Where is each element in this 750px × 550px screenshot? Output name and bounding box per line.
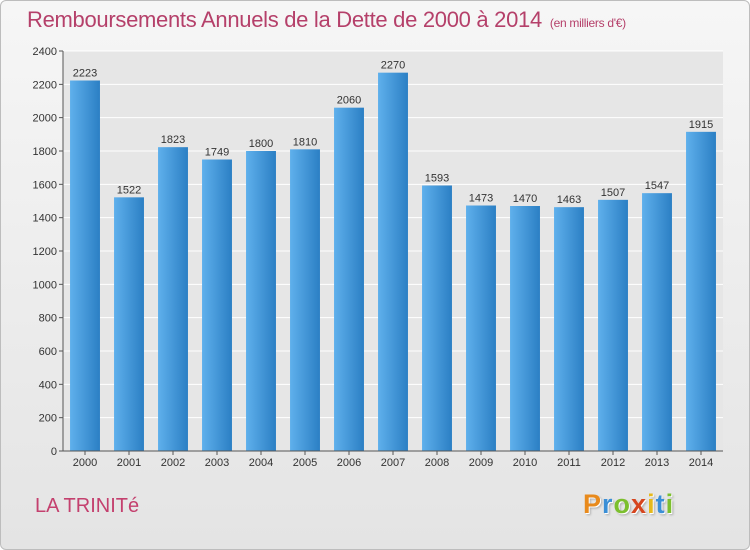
y-tick-label: 1200 [33, 246, 57, 258]
value-label: 1810 [293, 136, 317, 148]
y-tick-label: 1800 [33, 146, 57, 158]
value-label: 1473 [469, 193, 493, 205]
commune-name: LA TRINITé [35, 495, 140, 517]
x-tick-label: 2004 [249, 457, 273, 469]
bar-2011 [554, 207, 584, 451]
y-tick-label: 2200 [33, 79, 57, 91]
x-tick-label: 2007 [381, 457, 405, 469]
x-tick-label: 2002 [161, 457, 185, 469]
bar-2003 [202, 159, 232, 451]
bar-2012 [598, 199, 628, 451]
value-label: 2270 [381, 60, 405, 72]
bar-2004 [246, 151, 276, 451]
y-tick-label: 800 [39, 313, 57, 325]
bar-2014 [686, 131, 716, 452]
value-label: 1749 [205, 147, 229, 159]
x-tick-label: 2011 [557, 457, 581, 469]
y-tick-label: 0 [51, 446, 57, 458]
x-tick-label: 2009 [469, 457, 493, 469]
y-tick-label: 2400 [33, 46, 57, 58]
y-tick-label: 400 [39, 379, 57, 391]
value-label: 1823 [161, 134, 185, 146]
logo-letter: r [602, 489, 614, 519]
bar-2013 [642, 193, 672, 451]
y-tick-label: 1400 [33, 213, 57, 225]
bar-2000 [70, 80, 100, 451]
labels: 0 200 400 600 800 1000 1200 1400 1600 1800 2000 220… [33, 46, 714, 469]
proxiti-logo: Proxiti [583, 489, 674, 520]
value-label: 1470 [513, 193, 537, 205]
logo-letter: o [613, 489, 632, 519]
y-tick-label: 200 [39, 413, 57, 425]
value-label: 1915 [689, 119, 713, 131]
logo-letter: P [583, 489, 603, 519]
value-label: 2060 [337, 95, 361, 107]
x-tick-label: 2010 [513, 457, 537, 469]
x-tick-label: 2006 [337, 457, 361, 469]
value-label: 1547 [645, 180, 669, 192]
x-tick-label: 2008 [425, 457, 449, 469]
value-label: 1593 [425, 173, 449, 185]
axes [59, 50, 723, 455]
logo-letter: i [647, 489, 656, 519]
bar-2007 [378, 72, 408, 452]
bar-2010 [510, 206, 540, 451]
x-tick-label: 2000 [73, 457, 97, 469]
x-tick-label: 2012 [601, 457, 625, 469]
chart-title-main: Remboursements Annuels de la Dette de 20… [27, 7, 542, 32]
y-tick-label: 2000 [33, 113, 57, 125]
x-tick-label: 2005 [293, 457, 317, 469]
chart-title: Remboursements Annuels de la Dette de 20… [27, 7, 626, 33]
bar-2005 [290, 149, 320, 452]
y-tick-label: 600 [39, 346, 57, 358]
logo-letter: t [655, 489, 666, 519]
chart-title-unit: (en milliers d'€) [549, 16, 626, 30]
x-tick-label: 2001 [117, 457, 141, 469]
bar-2006 [334, 107, 364, 452]
y-tick-label: 1600 [33, 179, 57, 191]
value-label: 1522 [117, 184, 141, 196]
x-tick-label: 2003 [205, 457, 229, 469]
logo-letter: x [631, 489, 648, 519]
bar-2009 [466, 205, 496, 451]
y-tick-label: 1000 [33, 279, 57, 291]
value-label: 2223 [73, 68, 97, 80]
value-label: 1507 [601, 187, 625, 199]
bar-2008 [422, 185, 452, 451]
value-label: 1463 [557, 194, 581, 206]
x-tick-label: 2014 [689, 457, 713, 469]
logo-letter: i [665, 489, 675, 519]
value-label: 1800 [249, 138, 273, 150]
bar-2002 [158, 147, 188, 451]
x-tick-label: 2013 [645, 457, 669, 469]
bars [70, 72, 716, 452]
bar-2001 [114, 197, 144, 451]
